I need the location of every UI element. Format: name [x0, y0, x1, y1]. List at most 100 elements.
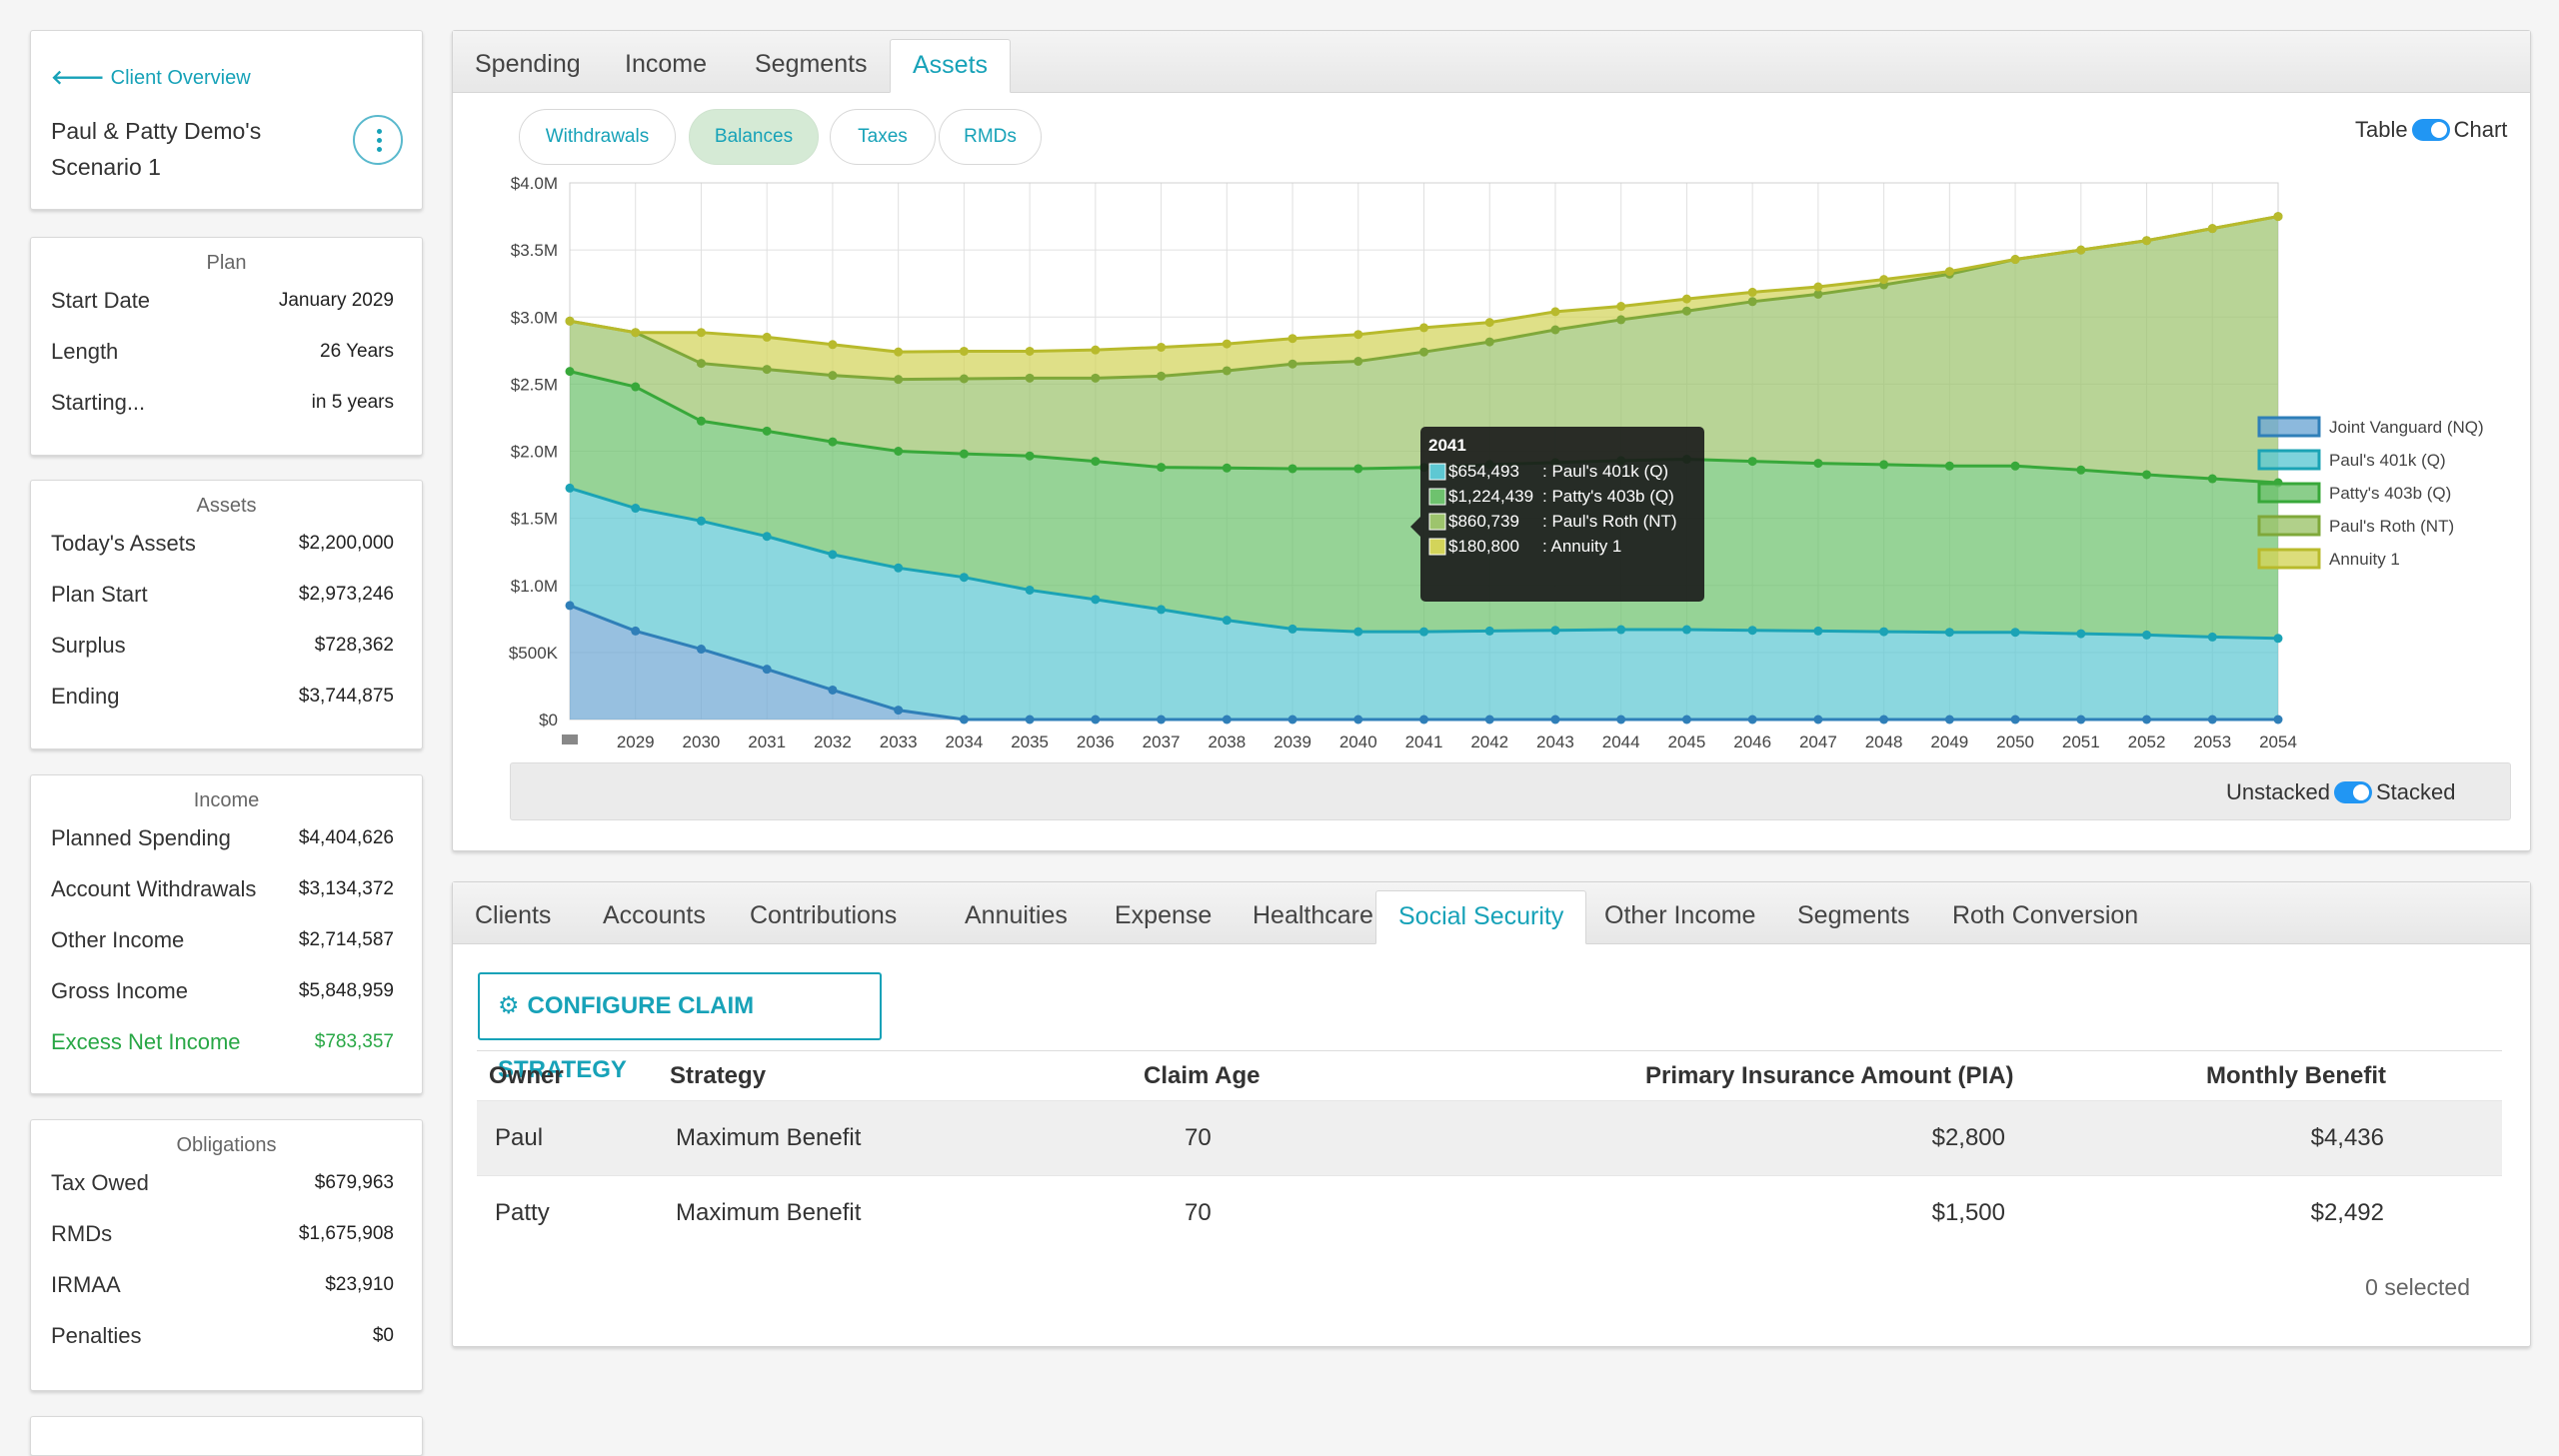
- point-series-0: [1353, 715, 1363, 725]
- assets-label: Plan Start: [51, 581, 148, 607]
- client-overview-link[interactable]: 🡐 Client Overview: [51, 65, 251, 90]
- assets-value: $3,744,875: [298, 685, 394, 707]
- assets-title: Assets: [196, 495, 257, 517]
- tab-other-income[interactable]: Other Income: [1604, 901, 1756, 929]
- point-series-1: [1747, 626, 1757, 636]
- point-series-4: [2273, 212, 2283, 222]
- tab-contributions[interactable]: Contributions: [750, 901, 898, 929]
- point-series-4: [1747, 287, 1757, 297]
- header-claim-age[interactable]: Claim Age: [1144, 1061, 1261, 1089]
- tooltip-value: $180,800: [1448, 537, 1519, 556]
- point-series-0: [762, 665, 772, 675]
- tab-income[interactable]: Income: [625, 50, 707, 78]
- point-series-1: [1681, 625, 1691, 635]
- point-series-4: [631, 328, 641, 338]
- header-owner[interactable]: Owner: [489, 1061, 564, 1089]
- tooltip-year: 2041: [1428, 436, 1466, 455]
- point-series-1: [1157, 605, 1167, 615]
- x-tick-label: 2044: [1602, 732, 1640, 751]
- obligations-title: Obligations: [176, 1134, 277, 1156]
- selected-count: 0 selected: [2365, 1274, 2470, 1300]
- tab-spending[interactable]: Spending: [475, 50, 581, 78]
- point-series-3: [1484, 337, 1494, 347]
- point-series-4: [762, 332, 772, 342]
- x-tick-label: 2052: [2128, 732, 2166, 751]
- tab-healthcare[interactable]: Healthcare: [1253, 901, 1373, 929]
- header-monthly-benefit[interactable]: Monthly Benefit: [2206, 1061, 2386, 1089]
- plan-label: Length: [51, 338, 119, 364]
- tab-social-security[interactable]: Social Security: [1375, 890, 1587, 944]
- point-series-1: [565, 483, 575, 493]
- tab-assets[interactable]: Assets: [890, 39, 1012, 93]
- tooltip-label: : Patty's 403b (Q): [1542, 487, 1674, 506]
- income-label: Planned Spending: [51, 824, 231, 850]
- assets-label: Today's Assets: [51, 530, 196, 556]
- tab-annuities[interactable]: Annuities: [965, 901, 1068, 929]
- cell-claim-age: 70: [1185, 1124, 1212, 1151]
- income-value: $2,714,587: [298, 928, 394, 950]
- more-options-icon[interactable]: [353, 115, 403, 165]
- tab-segments[interactable]: Segments: [1797, 901, 1910, 929]
- view-toggle-switch[interactable]: [2411, 119, 2450, 141]
- x-tick-label: 2034: [945, 732, 983, 751]
- income-label: Gross Income: [51, 977, 188, 1003]
- point-series-3: [1287, 359, 1297, 369]
- scenario-name: Paul & Patty Demo's Scenario 1: [51, 118, 262, 180]
- assets-card: Assets Today's Assets $2,200,000 Plan Star…: [30, 480, 423, 749]
- point-series-4: [1025, 346, 1035, 356]
- subtab-taxes[interactable]: Taxes: [830, 109, 936, 165]
- point-series-4: [1222, 339, 1232, 349]
- x-tick-label: 2039: [1274, 732, 1311, 751]
- chart-options-bar: Unstacked Stacked: [510, 762, 2511, 820]
- x-tick-label: 2041: [1405, 732, 1443, 751]
- point-series-4: [1091, 345, 1101, 355]
- point-series-4: [1681, 294, 1691, 304]
- point-series-1: [1025, 585, 1035, 595]
- point-series-0: [565, 601, 575, 611]
- stack-toggle[interactable]: Unstacked Stacked: [2226, 779, 2455, 805]
- point-series-0: [1747, 715, 1757, 725]
- legend-swatch: [2257, 548, 2321, 570]
- gear-icon: ⚙: [498, 992, 520, 1019]
- point-series-2: [1353, 464, 1363, 474]
- point-series-2: [1747, 457, 1757, 467]
- point-series-0: [1157, 715, 1167, 725]
- point-series-3: [1747, 297, 1757, 307]
- point-series-4: [1879, 275, 1889, 285]
- x-tick-label: 2054: [2259, 732, 2297, 751]
- point-series-1: [1550, 626, 1560, 636]
- table-row[interactable]: Paul Maximum Benefit 70 $2,800 $4,436: [477, 1100, 2502, 1175]
- table-row[interactable]: Patty Maximum Benefit 70 $1,500 $2,492: [477, 1175, 2502, 1250]
- view-toggle-right-label: Chart: [2453, 117, 2508, 142]
- view-toggle[interactable]: Table Chart: [2355, 117, 2507, 143]
- point-series-2: [1222, 463, 1232, 473]
- stack-toggle-left-label: Unstacked: [2226, 779, 2330, 804]
- point-series-4: [1550, 307, 1560, 317]
- point-series-1: [1287, 624, 1297, 634]
- tab-clients[interactable]: Clients: [475, 901, 552, 929]
- configure-claim-strategy-button[interactable]: ⚙ CONFIGURE CLAIM STRATEGY: [478, 972, 882, 1083]
- subtab-balances[interactable]: Balances: [689, 109, 819, 165]
- point-series-4: [2207, 224, 2217, 234]
- stack-toggle-switch[interactable]: [2333, 781, 2372, 803]
- point-series-0: [1944, 715, 1954, 725]
- tab-segments[interactable]: Segments: [755, 50, 868, 78]
- social-security-table: Owner Strategy Claim Age Primary Insuran…: [477, 1050, 2502, 1250]
- cell-pia: $1,500: [1931, 1199, 2005, 1226]
- tab-accounts[interactable]: Accounts: [603, 901, 706, 929]
- client-overview-label: Client Overview: [110, 67, 251, 89]
- subtab-rmds[interactable]: RMDs: [939, 109, 1042, 165]
- assets-row: Ending $3,744,875: [31, 671, 422, 722]
- point-series-3: [894, 375, 904, 385]
- y-tick-label: $3.0M: [511, 308, 558, 327]
- point-series-0: [1813, 715, 1823, 725]
- point-series-1: [1616, 625, 1626, 635]
- point-series-2: [1879, 460, 1889, 470]
- details-panel: Clients Accounts Contributions Annuities…: [452, 881, 2531, 1347]
- subtab-withdrawals[interactable]: Withdrawals: [519, 109, 676, 165]
- tab-roth-conversion[interactable]: Roth Conversion: [1952, 901, 2139, 929]
- header-strategy[interactable]: Strategy: [670, 1061, 767, 1089]
- income-row: Account Withdrawals $3,134,372: [31, 863, 422, 914]
- tab-expense[interactable]: Expense: [1115, 901, 1213, 929]
- header-pia[interactable]: Primary Insurance Amount (PIA): [1645, 1061, 2014, 1089]
